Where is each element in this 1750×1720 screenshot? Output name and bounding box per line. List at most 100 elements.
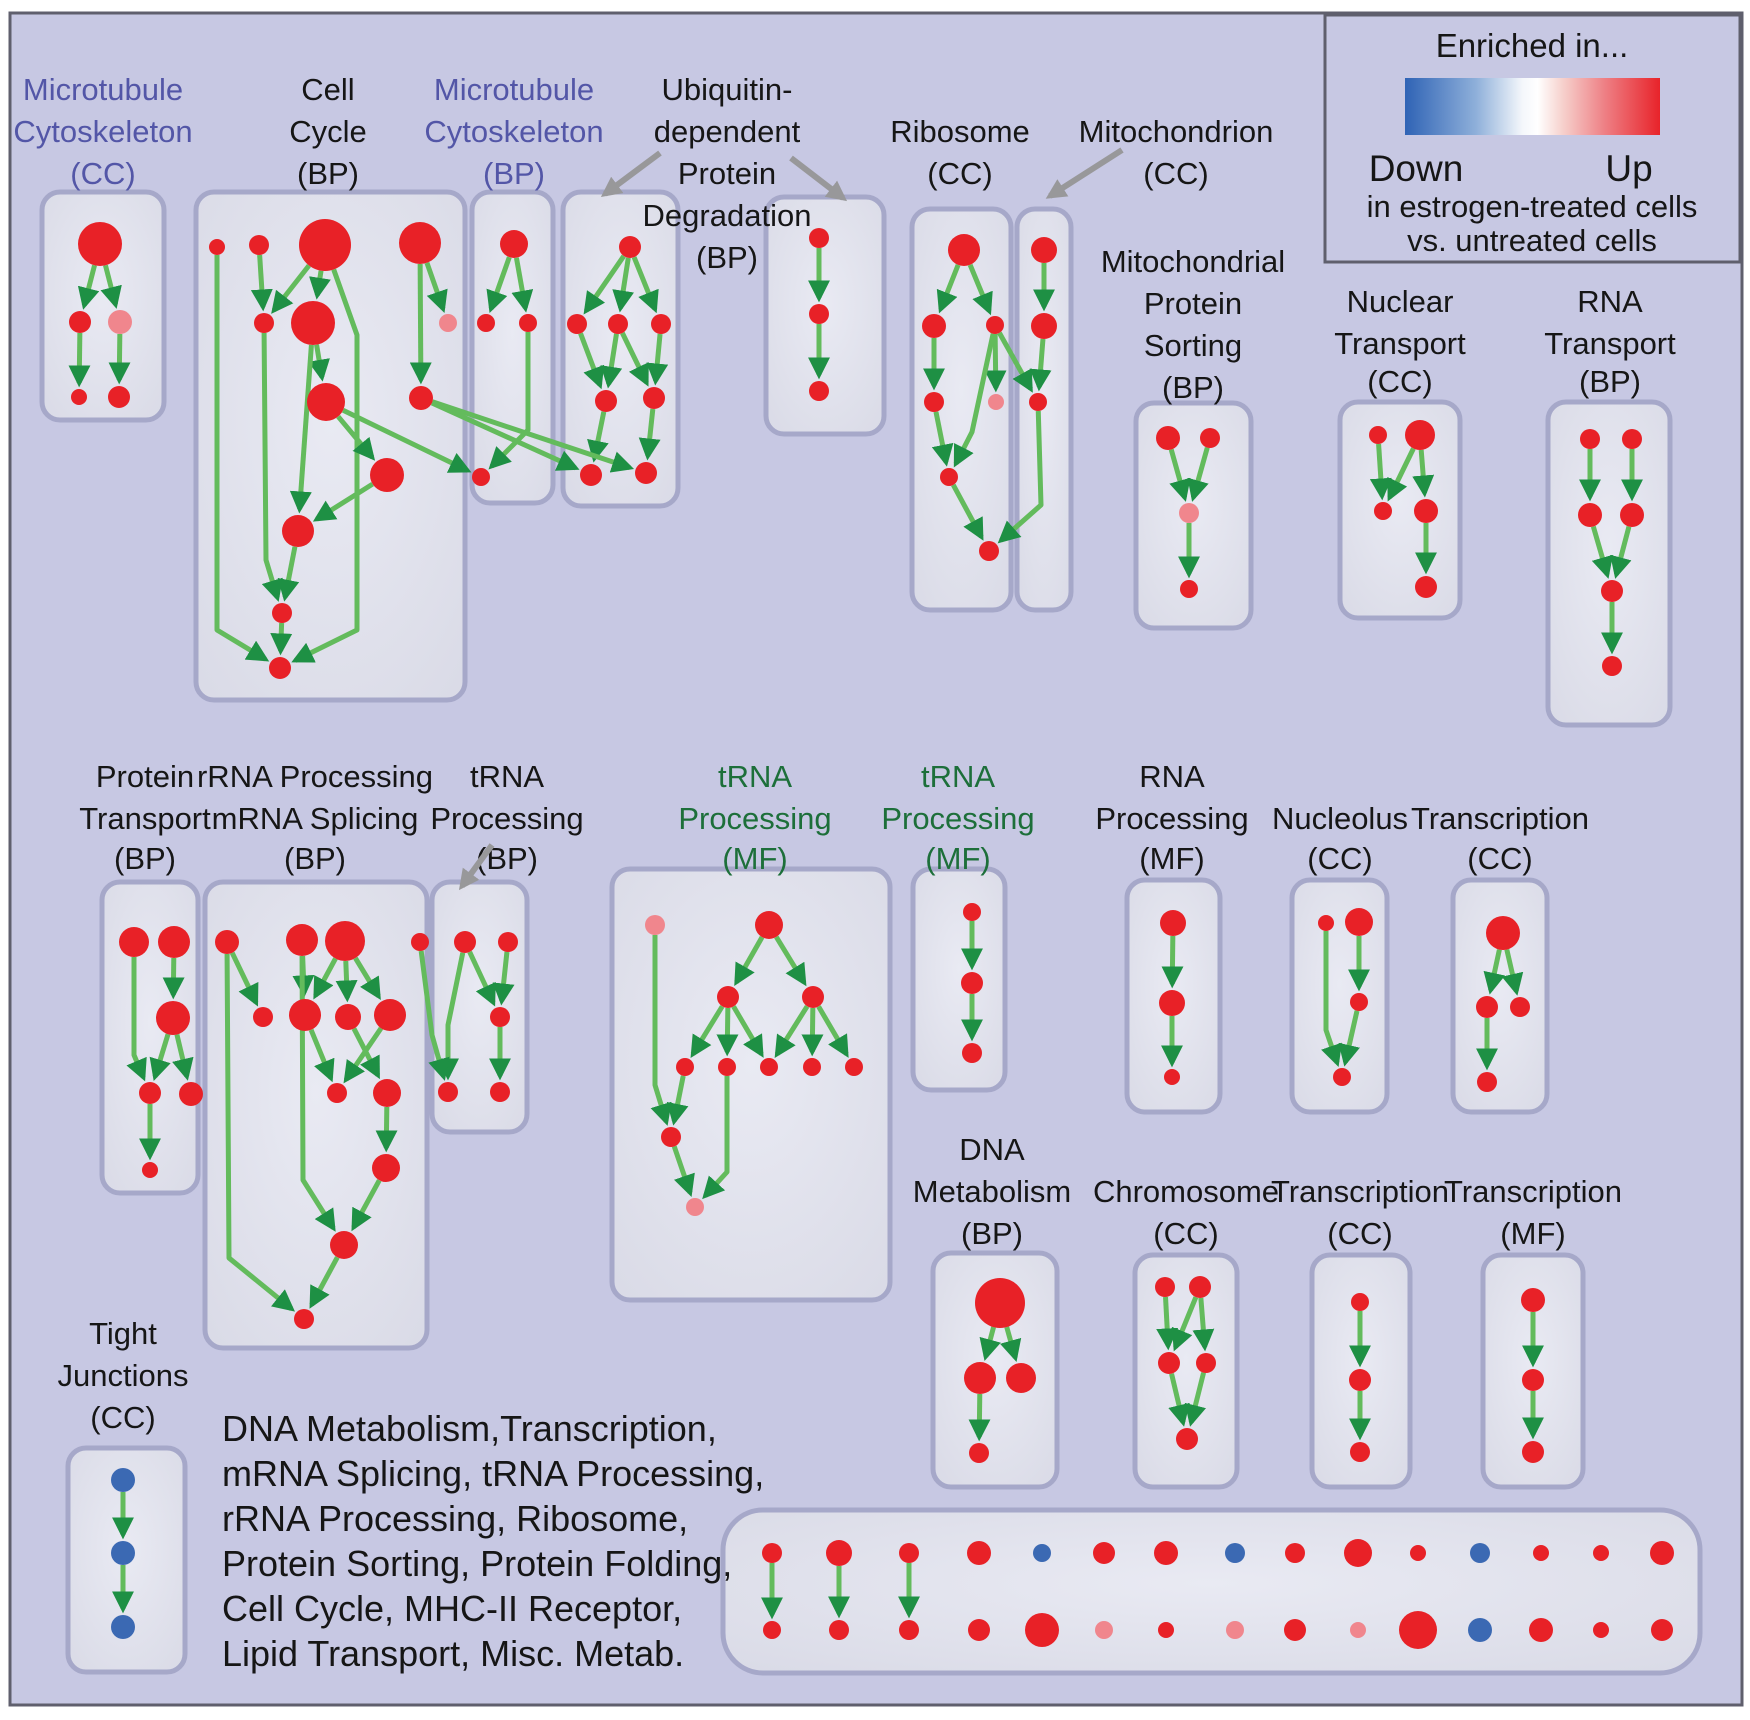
node-ubiquitin-2-2 <box>809 381 829 401</box>
node-rna-transport-2 <box>1578 503 1602 527</box>
node-misc-metab-1 <box>826 1540 852 1566</box>
node-ribosome-1 <box>922 314 946 338</box>
node-misc-metab-2 <box>899 1543 919 1563</box>
node-rna-transport-5 <box>1602 656 1622 676</box>
node-protein-transport-3 <box>139 1082 161 1104</box>
group-label-ubiquitin: (BP) <box>696 240 758 275</box>
group-label-trna-processing-bp: Processing <box>430 801 583 836</box>
group-label-rna-transport: Transport <box>1544 326 1676 361</box>
node-transcription-mf-1 <box>1522 1369 1544 1391</box>
group-label-ubiquitin: Ubiquitin- <box>662 72 793 107</box>
node-ubiquitin-4 <box>595 390 617 412</box>
edge-cell-cycle <box>281 623 282 651</box>
node-ubiquitin-2-0 <box>809 228 829 248</box>
node-mt-cc-0 <box>78 222 122 266</box>
node-mt-cc-4 <box>108 386 130 408</box>
node-misc-metab-23 <box>1284 1619 1306 1641</box>
group-label-ribosome: Ribosome <box>890 114 1030 149</box>
node-ubiquitin-1 <box>567 314 587 334</box>
group-box-chromosome <box>1135 1255 1237 1487</box>
node-transcription-cc-bottom-1 <box>1349 1369 1371 1391</box>
node-misc-metab-21 <box>1158 1622 1174 1638</box>
legend-gradient-bar <box>1405 78 1660 135</box>
node-rna-transport-3 <box>1620 503 1644 527</box>
node-trna-processing-mf-1-5 <box>718 1058 736 1076</box>
edge-rrna-processing <box>346 961 347 998</box>
annotation-line: rRNA Processing, Ribosome, <box>222 1498 688 1539</box>
node-trna-processing-mf-1-3 <box>802 986 824 1008</box>
group-label-trna-processing-mf-1: (MF) <box>722 841 787 876</box>
node-rrna-processing-12 <box>294 1309 314 1329</box>
node-misc-metab-27 <box>1529 1618 1553 1642</box>
group-label-chromosome: Chromosome <box>1093 1174 1279 1209</box>
group-label-mt-bp: Microtubule <box>434 72 594 107</box>
group-label-nuclear-transport: (CC) <box>1367 364 1432 399</box>
node-misc-metab-13 <box>1593 1545 1609 1561</box>
node-misc-metab-28 <box>1593 1622 1609 1638</box>
node-protein-transport-4 <box>179 1082 203 1106</box>
edge-nuclear-transport <box>1379 444 1382 496</box>
node-misc-metab-11 <box>1470 1543 1490 1563</box>
node-trna-processing-bp-1 <box>498 932 518 952</box>
node-misc-metab-29 <box>1651 1619 1673 1641</box>
node-rrna-processing-8 <box>327 1083 347 1103</box>
group-label-mito-protein-sorting: Protein <box>1144 286 1242 321</box>
group-label-transcription-cc-mid: Transcription <box>1411 801 1589 836</box>
node-transcription-cc-bottom-0 <box>1351 1293 1369 1311</box>
node-ubiquitin-6 <box>580 464 602 486</box>
node-tight-junctions-1 <box>111 1541 135 1565</box>
edge-cell-cycle <box>420 264 421 380</box>
node-ubiquitin-2-1 <box>809 304 829 324</box>
node-trna-processing-bp-2 <box>490 1007 510 1027</box>
node-mt-bp-1 <box>477 314 495 332</box>
node-misc-metab-26 <box>1468 1618 1492 1642</box>
node-trna-processing-mf-1-0 <box>645 915 665 935</box>
node-cell-cycle-3 <box>399 222 441 264</box>
node-trna-processing-mf-1-6 <box>760 1058 778 1076</box>
node-chromosome-4 <box>1176 1428 1198 1450</box>
node-mito-protein-sorting-3 <box>1180 580 1198 598</box>
node-misc-metab-10 <box>1410 1545 1426 1561</box>
node-trna-processing-bp-4 <box>490 1082 510 1102</box>
group-label-nucleolus: (CC) <box>1307 841 1372 876</box>
node-dna-metabolism-2 <box>1006 1363 1036 1393</box>
node-nucleolus-0 <box>1318 915 1334 931</box>
node-rna-transport-1 <box>1622 429 1642 449</box>
group-label-rna-processing-mf: Processing <box>1095 801 1248 836</box>
node-protein-transport-1 <box>158 926 190 958</box>
group-label-mito-protein-sorting: Sorting <box>1144 328 1242 363</box>
node-misc-metab-19 <box>1025 1613 1059 1647</box>
node-rna-processing-mf-2 <box>1164 1069 1180 1085</box>
group-label-protein-transport: (BP) <box>114 841 176 876</box>
node-misc-metab-8 <box>1285 1543 1305 1563</box>
node-trna-processing-mf-1-8 <box>845 1058 863 1076</box>
node-mitochondrion-0 <box>1031 237 1057 263</box>
group-label-nucleolus: Nucleolus <box>1272 801 1408 836</box>
node-trna-processing-mf-1-9 <box>661 1127 681 1147</box>
group-label-transcription-cc-mid: (CC) <box>1467 841 1532 876</box>
node-trna-processing-bp-0 <box>454 931 476 953</box>
node-rrna-processing-9 <box>373 1079 401 1107</box>
group-label-cell-cycle: Cell <box>301 72 354 107</box>
group-label-trna-processing-mf-2: Processing <box>881 801 1034 836</box>
node-transcription-mf-0 <box>1521 1288 1545 1312</box>
node-nuclear-transport-2 <box>1374 502 1392 520</box>
node-rna-processing-mf-0 <box>1160 910 1186 936</box>
node-rrna-processing-5 <box>289 999 321 1031</box>
node-rrna-processing-1 <box>286 924 318 956</box>
node-mito-protein-sorting-2 <box>1179 503 1199 523</box>
group-label-rrna-processing: mRNA Splicing <box>212 801 419 836</box>
node-transcription-cc-mid-1 <box>1476 996 1498 1018</box>
annotation-line: Lipid Transport, Misc. Metab. <box>222 1633 684 1674</box>
group-label-rna-transport: RNA <box>1577 284 1643 319</box>
group-label-nuclear-transport: Nuclear <box>1347 284 1454 319</box>
node-misc-metab-9 <box>1344 1539 1372 1567</box>
node-mitochondrion-2 <box>1029 393 1047 411</box>
group-label-mt-cc: (CC) <box>70 156 135 191</box>
node-chromosome-3 <box>1196 1353 1216 1373</box>
group-label-mt-bp: (BP) <box>483 156 545 191</box>
group-label-ubiquitin: dependent <box>654 114 801 149</box>
node-misc-metab-15 <box>763 1621 781 1639</box>
